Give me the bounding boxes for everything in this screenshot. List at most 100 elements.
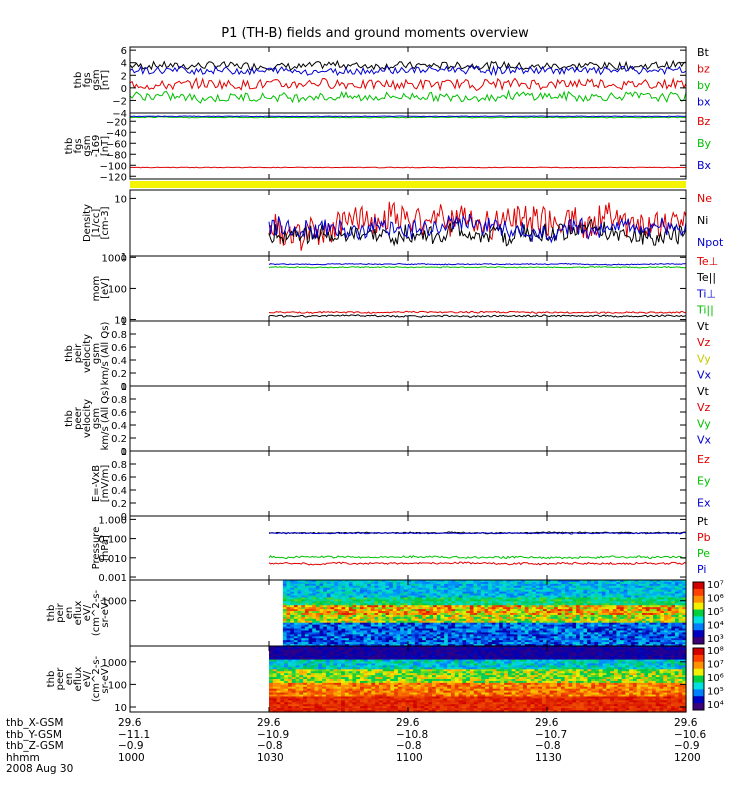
spectrogram-cell [462, 593, 467, 597]
spectrogram-cell [286, 644, 291, 647]
spectrogram-cell [291, 646, 297, 649]
series-Ne [268, 201, 687, 251]
spectrogram-cell [345, 599, 350, 602]
spectrogram-cell [561, 624, 566, 628]
spectrogram-cell [524, 622, 530, 626]
spectrogram-cell [444, 644, 449, 647]
spectrogram-cell [411, 616, 416, 620]
spectrogram-cell [318, 655, 323, 659]
spectrogram-cell [286, 607, 291, 610]
spectrogram-cell [517, 613, 522, 616]
spectrogram-cell [385, 636, 390, 639]
spectrogram-cell [502, 616, 508, 620]
spectrogram-cell [660, 580, 665, 583]
spectrogram-cell [401, 661, 407, 665]
spectrogram-cell [610, 651, 615, 655]
spectrogram-cell [660, 620, 665, 624]
spectrogram-cell [517, 640, 522, 643]
spectrogram-cell [466, 601, 471, 604]
spectrogram-cell [409, 657, 414, 661]
spectrogram-cell [620, 581, 625, 585]
spectrogram-cell [609, 583, 614, 587]
spectrogram-cell [667, 591, 672, 595]
spectrogram-cell [517, 616, 522, 620]
spectrogram-cell [405, 661, 410, 665]
spectrogram-cell [337, 607, 343, 610]
spectrogram-cell [473, 624, 478, 628]
spectrogram-cell [495, 613, 500, 616]
spectrogram-cell [341, 593, 346, 597]
spectrogram-cell [568, 644, 573, 647]
spectrogram-cell [330, 583, 335, 587]
spectrogram-cell [627, 613, 632, 616]
spectrogram-cell [670, 655, 676, 659]
spectrogram-cell [297, 593, 302, 597]
spectrogram-cell [517, 642, 522, 645]
spectrogram-cell [286, 593, 291, 597]
y-axis-label: eV/ [82, 604, 93, 621]
spectrogram-cell [407, 607, 412, 610]
spectrogram-cell [579, 591, 584, 595]
spectrogram-cell [359, 647, 365, 651]
spectrogram-cell [636, 649, 642, 653]
spectrogram-cell [370, 605, 376, 608]
spectrogram-cell [466, 613, 471, 616]
spectrogram-cell [598, 657, 604, 661]
spectrogram-cell [374, 613, 379, 616]
spectrogram-cell [418, 642, 423, 645]
spectrogram-cell [631, 642, 636, 645]
spectrogram-cell [326, 626, 332, 630]
spectrogram-cell [462, 638, 467, 641]
spectrogram-cell [370, 593, 376, 597]
spectrogram-cell [304, 593, 310, 597]
spectrogram-cell [318, 649, 323, 653]
spectrogram-cell [678, 659, 683, 663]
spectrogram-cell [678, 624, 683, 628]
spectrogram-cell [594, 591, 599, 595]
spectrogram-cell [554, 644, 559, 647]
spectrogram-cell [543, 626, 548, 630]
spectrogram-cell [543, 630, 548, 634]
spectrogram-cell [656, 618, 661, 622]
spectrogram-cell [381, 638, 387, 641]
spectrogram-cell [491, 632, 497, 635]
spectrogram-cell [455, 618, 460, 622]
spectrogram-cell [304, 609, 310, 612]
spectrogram-cell [359, 607, 365, 610]
spectrogram-cell [583, 593, 588, 597]
spectrogram-cell [517, 622, 522, 626]
spectrogram-cell [609, 601, 614, 604]
spectrogram-cell [656, 642, 661, 645]
spectrogram-cell [422, 595, 427, 599]
spectrogram-cell [310, 647, 316, 651]
spectrogram-cell [579, 632, 584, 635]
spectrogram-cell [631, 614, 636, 618]
spectrogram-cell [403, 607, 409, 610]
y-tick-label: 1000 [102, 597, 127, 608]
spectrogram-cell [436, 581, 442, 585]
spectrogram-cell [385, 580, 390, 583]
spectrogram-cell [473, 587, 478, 591]
spectrogram-cell [469, 585, 475, 589]
spectrogram-cell [648, 657, 653, 661]
spectrogram-cell [502, 597, 508, 601]
spectrogram-cell [333, 651, 338, 655]
spectrogram-cell [392, 587, 398, 591]
spectrogram-cell [594, 628, 599, 632]
spectrogram-cell [602, 653, 607, 657]
spectrogram-cell [572, 649, 577, 653]
spectrogram-cell [535, 624, 541, 628]
spectrogram-cell [392, 622, 398, 626]
spectrogram-cell [330, 622, 335, 626]
spectrogram-cell [660, 581, 665, 585]
spectrogram-cell [612, 593, 617, 597]
spectrogram-cell [312, 581, 317, 585]
spectrogram-cell [565, 614, 570, 618]
spectrogram-cell [326, 585, 332, 589]
spectrogram-cell [312, 626, 317, 630]
spectrogram-cell [381, 581, 387, 585]
spectrogram-cell [378, 634, 383, 637]
spectrogram-cell [499, 626, 504, 630]
spectrogram-cell [546, 607, 552, 610]
spectrogram-cell [396, 597, 401, 601]
